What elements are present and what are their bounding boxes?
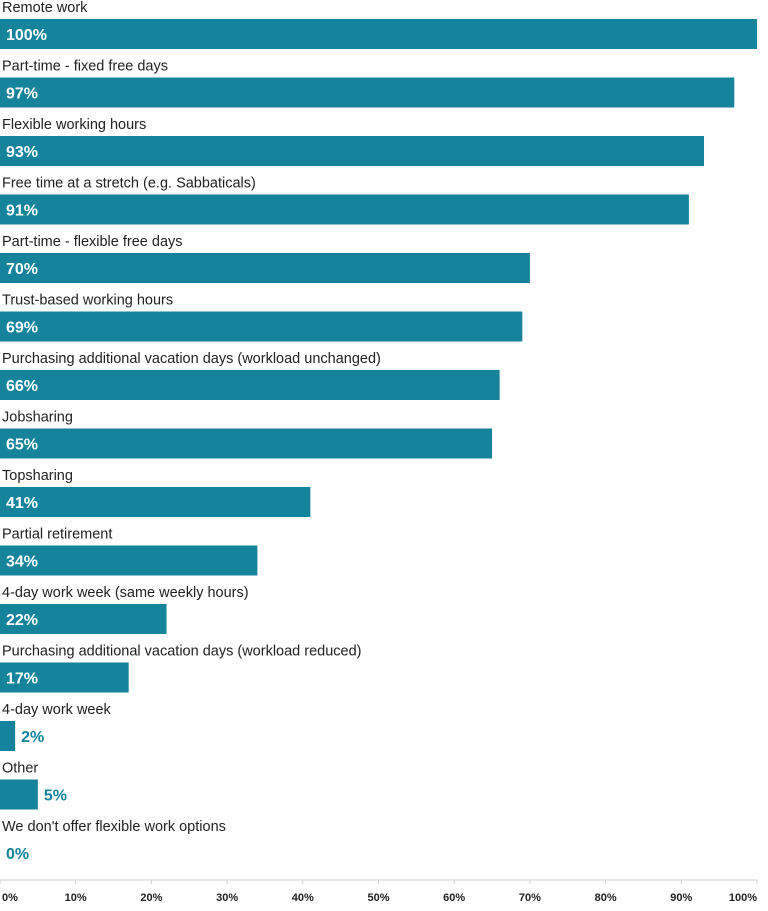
bar <box>0 19 757 49</box>
category-label: Topsharing <box>2 468 73 484</box>
category-label: We don't offer flexible work options <box>2 819 226 835</box>
category-label: Purchasing additional vacation days (wor… <box>2 644 361 660</box>
x-tick-label: 30% <box>216 892 238 904</box>
data-label: 100% <box>6 27 47 44</box>
bar <box>0 77 735 108</box>
x-tick-label: 60% <box>443 892 465 904</box>
bar <box>0 779 38 810</box>
category-label: Other <box>2 761 38 777</box>
bar <box>0 721 16 751</box>
data-label: 69% <box>6 320 38 337</box>
category-label: Remote work <box>2 0 88 16</box>
x-tick-label: 0% <box>2 892 18 904</box>
bar <box>0 311 523 342</box>
x-tick-label: 100% <box>729 892 757 904</box>
x-tick-label: 20% <box>140 892 162 904</box>
category-label: Part-time - flexible free days <box>2 234 183 250</box>
bar <box>0 487 311 517</box>
bar <box>0 428 493 459</box>
x-tick-label: 80% <box>595 892 617 904</box>
category-label: Flexible working hours <box>2 117 146 133</box>
data-label: 93% <box>6 144 38 161</box>
data-label: 34% <box>6 554 38 571</box>
category-label: 4-day work week <box>2 702 112 718</box>
data-label: 0% <box>6 846 29 863</box>
bar <box>0 662 129 693</box>
data-label: 22% <box>6 612 38 629</box>
bar <box>0 194 689 225</box>
category-label: 4-day work week (same weekly hours) <box>2 585 249 601</box>
category-label: Free time at a stretch (e.g. Sabbaticals… <box>2 176 256 192</box>
data-label: 5% <box>44 788 67 805</box>
category-label: Trust-based working hours <box>2 293 173 309</box>
x-tick-label: 50% <box>367 892 389 904</box>
data-label: 91% <box>6 203 38 220</box>
data-label: 65% <box>6 437 38 454</box>
data-label: 66% <box>6 378 38 395</box>
category-label: Part-time - fixed free days <box>2 59 168 75</box>
x-tick-label: 10% <box>65 892 87 904</box>
bar <box>0 253 530 283</box>
data-label: 97% <box>6 86 38 103</box>
x-tick-label: 70% <box>519 892 541 904</box>
category-label: Purchasing additional vacation days (wor… <box>2 351 381 367</box>
data-label: 17% <box>6 671 38 688</box>
x-tick-label: 40% <box>292 892 314 904</box>
data-label: 70% <box>6 261 38 278</box>
bar <box>0 604 167 634</box>
bar <box>0 136 705 166</box>
x-tick-label: 90% <box>670 892 692 904</box>
category-label: Jobsharing <box>2 410 73 426</box>
bar <box>0 370 500 400</box>
category-label: Partial retirement <box>2 527 112 543</box>
data-label: 2% <box>21 729 44 746</box>
data-label: 41% <box>6 495 38 512</box>
bar <box>0 545 258 576</box>
